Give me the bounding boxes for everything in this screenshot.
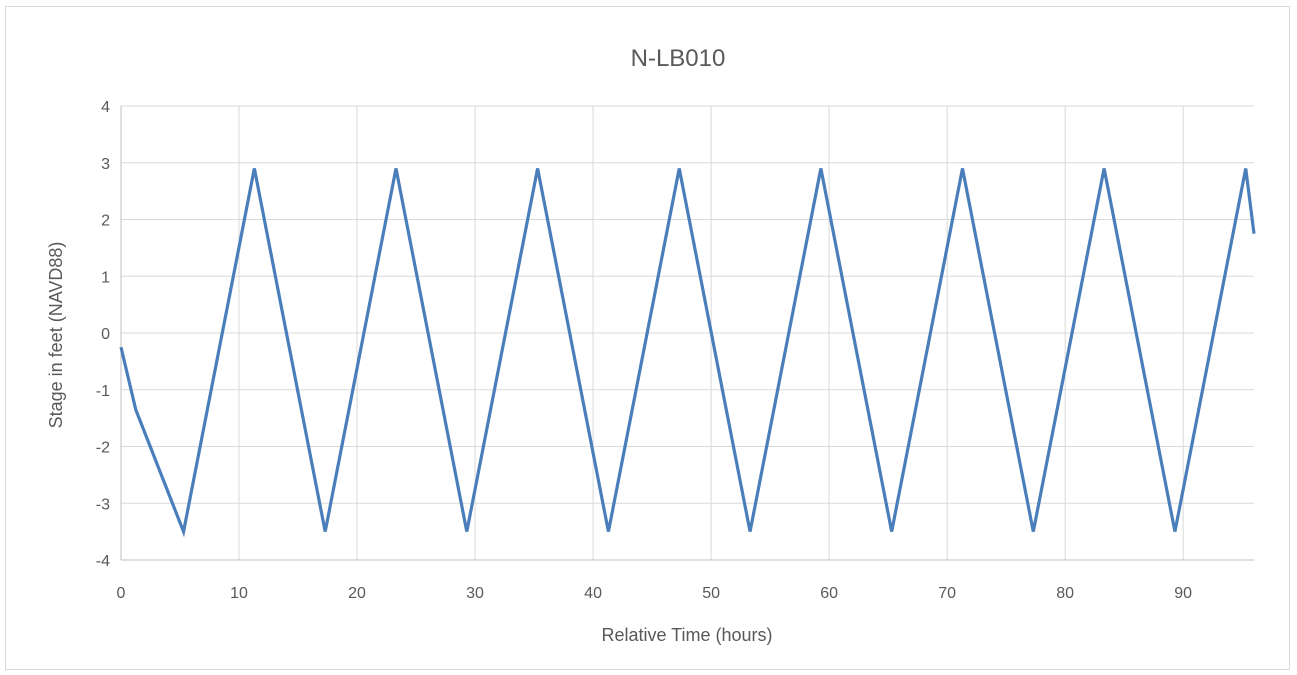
x-tick-label: 30 xyxy=(466,585,484,602)
axes xyxy=(120,106,1254,561)
y-axis-title: Stage in feet (NAVD88) xyxy=(46,242,66,429)
x-tick-label: 50 xyxy=(702,585,720,602)
y-tick-label: 1 xyxy=(101,269,110,286)
y-tick-label: -4 xyxy=(96,553,110,570)
x-tick-label: 70 xyxy=(938,585,956,602)
y-tick-label: -2 xyxy=(96,440,110,457)
y-tick-label: 4 xyxy=(101,99,110,116)
x-tick-label: 40 xyxy=(584,585,602,602)
x-tick-label: 90 xyxy=(1174,585,1192,602)
y-tick-label: 2 xyxy=(101,213,110,230)
y-tick-label: 3 xyxy=(101,156,110,173)
x-axis-ticks: 0 10 20 30 40 50 60 70 80 90 xyxy=(117,585,1193,602)
x-tick-label: 20 xyxy=(348,585,366,602)
y-tick-label: -1 xyxy=(96,383,110,400)
gridlines xyxy=(121,105,1254,560)
y-axis-ticks: -4 -3 -2 -1 0 1 2 3 4 xyxy=(96,99,110,570)
chart-title: N-LB010 xyxy=(631,45,726,72)
y-tick-label: 0 xyxy=(101,326,110,343)
x-tick-label: 60 xyxy=(820,585,838,602)
x-tick-label: 80 xyxy=(1056,585,1074,602)
x-tick-label: 10 xyxy=(230,585,248,602)
series xyxy=(119,168,1256,538)
y-tick-label: -3 xyxy=(96,496,110,513)
x-tick-label: 0 xyxy=(117,585,126,602)
series-line xyxy=(119,168,1256,538)
x-axis-title: Relative Time (hours) xyxy=(601,625,772,645)
